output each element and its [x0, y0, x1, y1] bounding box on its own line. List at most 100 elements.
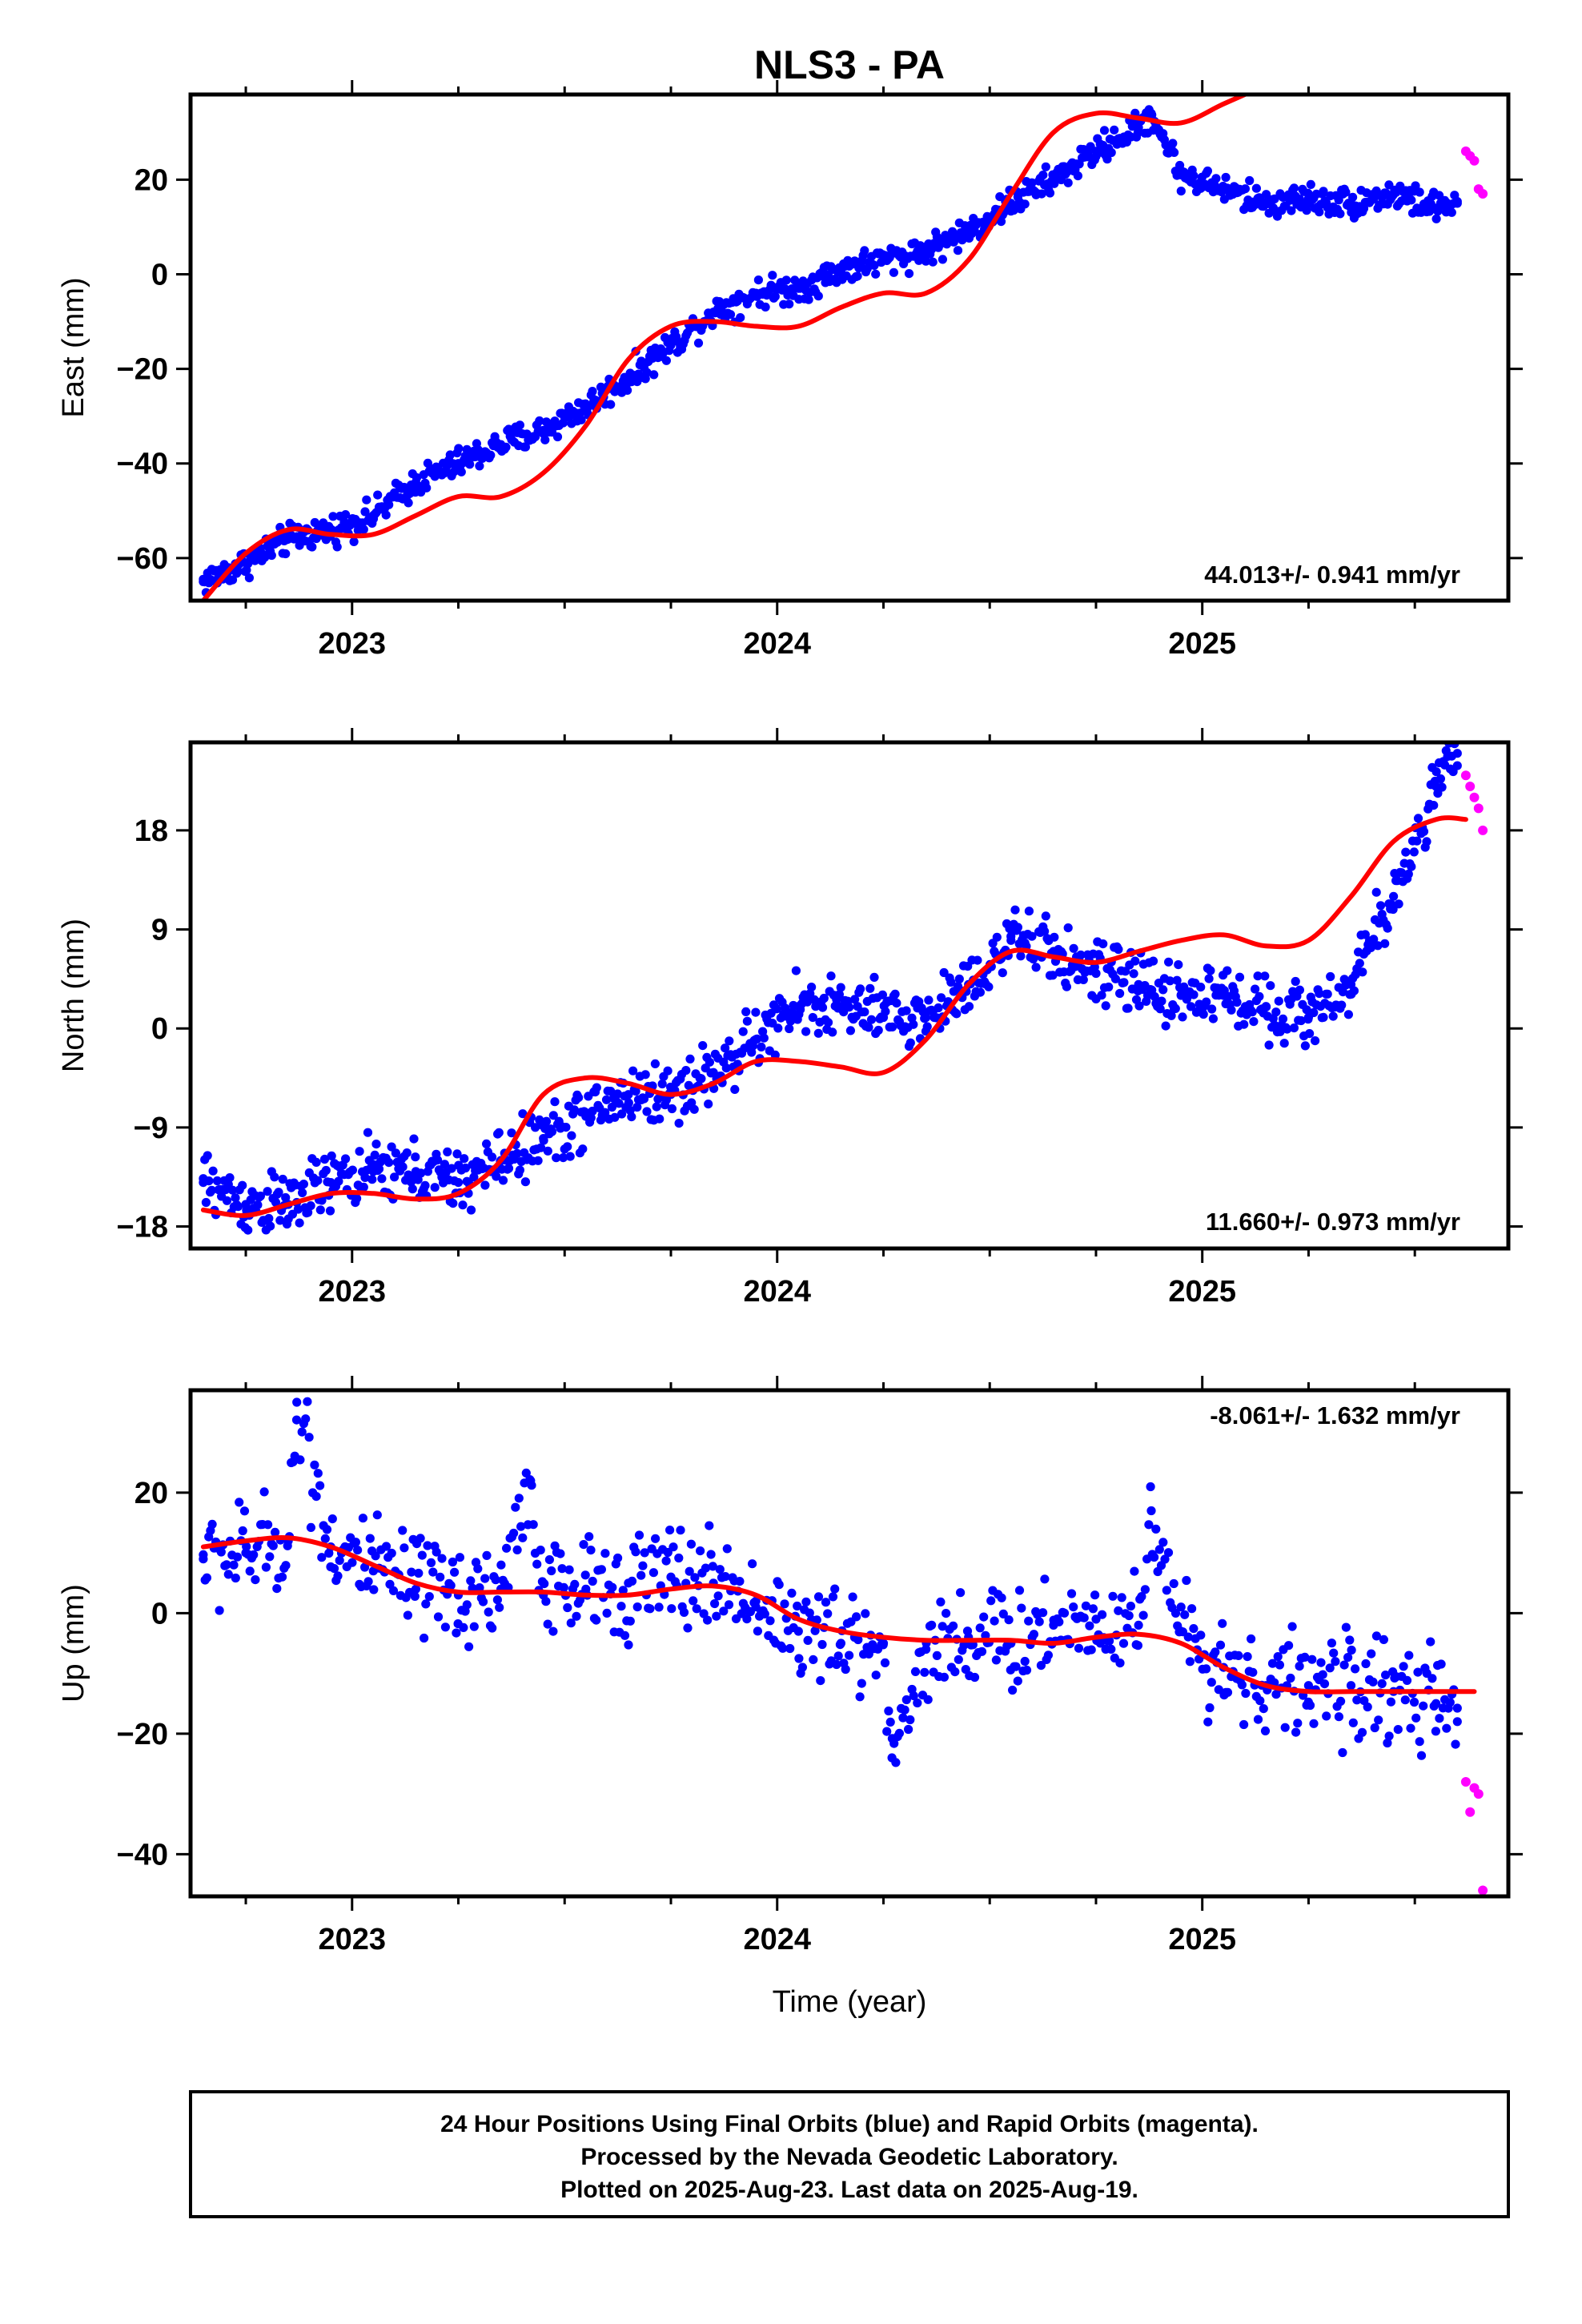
- up-final-point: [810, 1626, 820, 1635]
- up-final-point: [1011, 1662, 1021, 1671]
- up-final-point: [712, 1611, 721, 1621]
- north-final-point: [1401, 847, 1411, 857]
- north-final-point: [299, 1180, 308, 1189]
- north-final-point: [253, 1200, 263, 1210]
- north-final-point: [801, 1027, 811, 1036]
- up-final-point: [259, 1487, 269, 1497]
- east-final-point: [1170, 147, 1179, 157]
- north-final-point: [222, 1196, 232, 1205]
- up-final-point: [1286, 1673, 1295, 1683]
- east-final-point: [359, 525, 368, 534]
- up-final-point: [1338, 1747, 1347, 1758]
- north-final-point: [823, 1018, 833, 1027]
- east-final-point: [904, 269, 914, 279]
- up-final-point: [1309, 1719, 1319, 1728]
- up-final-point: [1319, 1679, 1330, 1689]
- north-final-point: [494, 1128, 504, 1137]
- north-final-point: [390, 1172, 400, 1182]
- north-final-point: [631, 1087, 640, 1096]
- up-final-point: [1367, 1649, 1376, 1659]
- north-final-point: [952, 1009, 962, 1019]
- up-final-point: [1284, 1641, 1294, 1651]
- up-final-point: [950, 1667, 960, 1677]
- north-final-point: [1199, 1009, 1208, 1019]
- up-final-point: [640, 1548, 649, 1558]
- up-final-point: [1223, 1687, 1233, 1697]
- north-final-point: [458, 1200, 468, 1210]
- up-final-point: [692, 1604, 701, 1614]
- east-final-point: [552, 432, 563, 442]
- east-final-point: [1251, 183, 1261, 193]
- up-final-point: [713, 1591, 723, 1601]
- up-final-point: [921, 1644, 931, 1655]
- north-final-point: [233, 1202, 243, 1212]
- up-final-point: [365, 1534, 375, 1543]
- up-final-point: [1059, 1608, 1070, 1618]
- up-final-point: [616, 1602, 626, 1611]
- north-final-point: [1247, 1007, 1257, 1017]
- north-final-point: [321, 1165, 331, 1176]
- east-final-point: [341, 510, 351, 520]
- up-final-point: [1176, 1602, 1186, 1612]
- up-final-point: [1384, 1731, 1394, 1741]
- up-final-point: [381, 1542, 391, 1551]
- up-final-point: [710, 1598, 720, 1609]
- up-final-point: [572, 1611, 581, 1621]
- north-final-point: [1271, 1007, 1281, 1017]
- north-final-point: [1208, 1014, 1218, 1023]
- up-final-point: [1322, 1711, 1331, 1721]
- east-final-point: [515, 420, 525, 430]
- east-final-point: [1346, 199, 1356, 208]
- north-final-point: [327, 1151, 336, 1160]
- up-final-point: [1162, 1586, 1171, 1595]
- up-final-point: [556, 1549, 565, 1558]
- up-final-point: [216, 1547, 226, 1557]
- up-final-point: [701, 1563, 711, 1573]
- east-final-point: [539, 425, 548, 436]
- up-final-point: [997, 1593, 1006, 1602]
- north-final-point: [1328, 1011, 1338, 1021]
- north-x-tick-label: 2023: [318, 1275, 386, 1309]
- north-final-point: [1295, 985, 1304, 995]
- east-final-point: [878, 255, 889, 265]
- east-final-point: [475, 461, 484, 471]
- north-final-point: [1323, 989, 1332, 999]
- north-final-point: [1010, 905, 1020, 915]
- north-final-point: [315, 1205, 325, 1215]
- east-final-point: [1049, 175, 1058, 184]
- north-final-point: [1219, 991, 1228, 1000]
- north-final-point: [1134, 1001, 1144, 1011]
- east-final-point: [790, 275, 800, 285]
- north-final-point: [406, 1177, 416, 1187]
- north-final-point: [1119, 978, 1129, 987]
- east-final-point: [496, 440, 506, 449]
- east-final-point: [520, 442, 531, 452]
- up-final-point: [1383, 1738, 1392, 1748]
- north-final-point: [864, 1023, 873, 1032]
- up-final-point: [1170, 1608, 1181, 1618]
- up-final-point: [676, 1526, 685, 1535]
- chart-title: NLS3 - PA: [754, 42, 945, 87]
- up-final-point: [900, 1705, 909, 1715]
- up-final-point: [878, 1638, 889, 1648]
- east-final-point: [736, 313, 745, 323]
- north-final-point: [207, 1185, 216, 1195]
- north-final-point: [856, 984, 865, 994]
- north-final-point: [901, 1006, 911, 1015]
- up-final-point: [414, 1568, 424, 1578]
- north-final-point: [954, 974, 964, 984]
- up-final-point: [1124, 1610, 1134, 1621]
- north-final-point: [819, 993, 829, 1003]
- up-x-tick-label: 2023: [318, 1923, 386, 1956]
- up-final-point: [853, 1634, 863, 1645]
- north-final-point: [1270, 1020, 1279, 1030]
- north-final-point: [850, 995, 860, 1004]
- east-final-point: [1306, 179, 1315, 189]
- north-final-point: [1397, 868, 1407, 878]
- north-final-point: [1207, 1004, 1217, 1014]
- north-final-point: [377, 1174, 387, 1184]
- up-final-point: [249, 1550, 259, 1560]
- up-final-point: [223, 1570, 233, 1579]
- north-final-point: [325, 1206, 335, 1216]
- north-final-point: [992, 932, 1002, 942]
